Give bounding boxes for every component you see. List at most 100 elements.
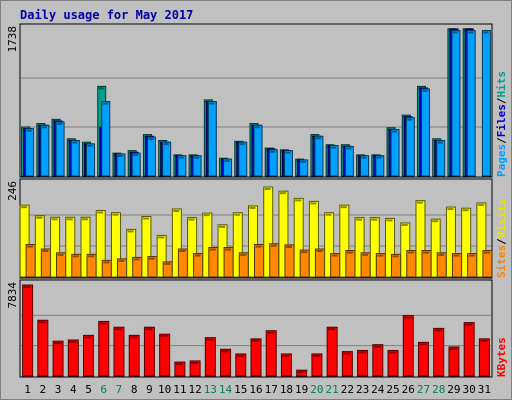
bar-pages-5 xyxy=(86,143,96,177)
bar-shade-kbytes-13 xyxy=(206,338,214,341)
day-label-12: 12 xyxy=(188,383,201,396)
bar-shade-kbytes-2 xyxy=(38,321,46,324)
bar-shade-visits-28 xyxy=(432,220,439,223)
bar-visits-10 xyxy=(156,234,167,278)
bar-kbytes-11 xyxy=(174,361,186,377)
day-label-29: 29 xyxy=(447,383,460,396)
bar-visits-28 xyxy=(430,218,441,278)
bar-pages-6 xyxy=(101,101,111,177)
day-label-19: 19 xyxy=(295,383,308,396)
bar-pages-24 xyxy=(375,155,385,177)
bar-sites-21 xyxy=(330,253,341,278)
bar-visits-18 xyxy=(278,190,289,278)
bar-kbytes-29 xyxy=(448,346,460,377)
bar-shade-sites-20 xyxy=(316,250,323,253)
day-label-26: 26 xyxy=(402,383,415,396)
day-label-27: 27 xyxy=(417,383,430,396)
bar-shade-pages-23 xyxy=(361,156,367,159)
bar-sites-27 xyxy=(421,250,432,278)
bar-sites-9 xyxy=(147,256,158,278)
bar-shade-hits-6 xyxy=(98,87,104,90)
bar-visits-19 xyxy=(293,197,304,278)
bar-sites-14 xyxy=(223,247,234,278)
bar-sites-5 xyxy=(86,253,97,278)
bar-shade-kbytes-29 xyxy=(449,347,457,350)
bar-shade-pages-28 xyxy=(437,141,443,144)
bar-sites-3 xyxy=(56,252,67,278)
bar-shade-kbytes-17 xyxy=(267,331,275,334)
bar-kbytes-31 xyxy=(478,338,490,377)
day-label-21: 21 xyxy=(326,383,339,396)
bar-pages-1 xyxy=(25,128,35,177)
bar-shade-visits-27 xyxy=(416,201,423,204)
bar-shade-kbytes-4 xyxy=(69,340,77,343)
bar-visits-6 xyxy=(95,209,106,278)
bar-shade-pages-1 xyxy=(26,129,32,132)
bar-kbytes-28 xyxy=(433,327,445,377)
bar-shade-kbytes-9 xyxy=(145,328,153,331)
day-label-6: 6 xyxy=(100,383,107,396)
bar-pages-15 xyxy=(238,141,248,177)
bar-shade-kbytes-11 xyxy=(175,363,183,366)
bar-kbytes-15 xyxy=(235,353,247,377)
bar-shade-visits-30 xyxy=(462,209,469,212)
bar-shade-pages-29 xyxy=(452,31,458,34)
bar-sites-13 xyxy=(208,247,219,278)
bar-shade-sites-25 xyxy=(392,255,399,258)
bar-visits-24 xyxy=(369,217,380,278)
bar-shade-sites-2 xyxy=(42,250,49,253)
bar-shade-kbytes-30 xyxy=(465,323,473,326)
bar-shade-sites-26 xyxy=(407,251,414,254)
bar-visits-17 xyxy=(263,186,274,278)
bar-shade-pages-18 xyxy=(285,151,291,154)
day-label-14: 14 xyxy=(219,383,233,396)
bar-shade-visits-29 xyxy=(447,208,454,211)
bar-visits-3 xyxy=(50,216,61,278)
bar-sites-17 xyxy=(269,243,280,278)
bar-visits-16 xyxy=(248,205,258,278)
bar-sites-1 xyxy=(25,243,36,278)
bar-shade-sites-6 xyxy=(103,261,110,264)
bar-shade-kbytes-14 xyxy=(221,350,229,353)
bar-kbytes-5 xyxy=(83,334,95,377)
legend-item: / xyxy=(495,238,508,245)
bar-pages-7 xyxy=(116,153,126,177)
bar-shade-visits-21 xyxy=(325,213,332,216)
bar-shade-pages-7 xyxy=(117,155,123,158)
bar-shade-sites-27 xyxy=(422,251,429,254)
bar-shade-sites-18 xyxy=(285,245,292,248)
bar-shade-visits-22 xyxy=(340,206,347,209)
bar-sites-20 xyxy=(314,248,325,278)
bar-shade-sites-24 xyxy=(377,254,384,257)
bar-visits-30 xyxy=(461,207,472,278)
bar-shade-visits-11 xyxy=(173,209,180,212)
bar-kbytes-6 xyxy=(98,320,110,377)
legend-item: / xyxy=(495,137,508,144)
bar-shade-visits-18 xyxy=(279,192,286,195)
bar-visits-23 xyxy=(354,217,365,278)
bar-kbytes-23 xyxy=(357,349,369,377)
bar-shade-sites-4 xyxy=(72,255,79,258)
bar-shade-visits-31 xyxy=(477,203,484,206)
bar-kbytes-21 xyxy=(326,326,338,377)
bar-visits-26 xyxy=(400,222,411,278)
day-label-9: 9 xyxy=(146,383,153,396)
bar-pages-19 xyxy=(299,159,309,177)
panel-1-ymax-label: 1738 xyxy=(6,26,19,53)
bar-kbytes-26 xyxy=(402,315,414,377)
bar-shade-sites-9 xyxy=(148,257,155,260)
day-label-18: 18 xyxy=(280,383,293,396)
day-label-17: 17 xyxy=(265,383,278,396)
bar-kbytes-20 xyxy=(311,353,323,377)
bar-kbytes-2 xyxy=(37,319,49,377)
bar-visits-22 xyxy=(339,204,350,278)
panel-3-ymax-label: 7834 xyxy=(6,282,19,309)
bar-shade-kbytes-21 xyxy=(328,328,336,331)
bar-shade-visits-19 xyxy=(295,199,302,202)
bar-shade-pages-25 xyxy=(392,130,398,133)
bar-shade-pages-6 xyxy=(102,102,108,105)
bar-shade-sites-1 xyxy=(27,245,34,248)
bar-shade-pages-14 xyxy=(224,160,230,163)
bar-sites-28 xyxy=(436,252,447,278)
bar-visits-20 xyxy=(308,200,319,278)
